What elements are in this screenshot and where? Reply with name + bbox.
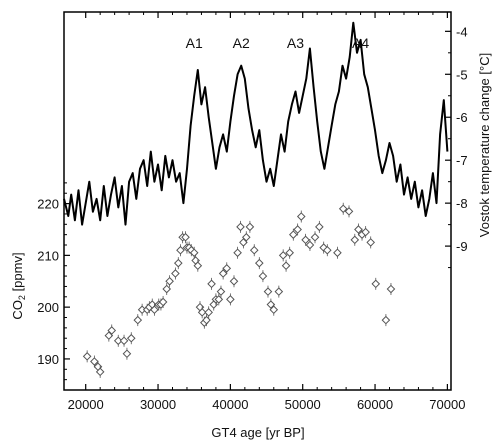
co2-point: [344, 207, 354, 216]
temperature-line: [63, 21, 449, 226]
co2-point: [239, 238, 248, 247]
co2-point: [258, 271, 268, 281]
x-tick-label: 60000: [357, 397, 393, 412]
co2-point: [158, 297, 168, 307]
y-left-tick-label: 200: [37, 300, 59, 315]
y-right-tick-label: -7: [456, 153, 468, 168]
co2-point: [274, 287, 284, 296]
co2-point: [281, 261, 291, 271]
plot-frame: [63, 11, 452, 391]
co2-point: [95, 367, 105, 377]
y-left-title-main: CO: [10, 300, 25, 320]
co2-point: [119, 336, 129, 346]
co2-point: [319, 243, 328, 252]
x-tick-label: 70000: [429, 397, 465, 412]
co2-point: [107, 326, 117, 335]
co2-point: [236, 222, 245, 232]
co2-point: [222, 264, 232, 273]
co2-point: [263, 287, 273, 296]
co2-point: [90, 357, 99, 366]
co2-point: [310, 232, 320, 242]
co2-point: [122, 349, 132, 359]
x-tick-label: 20000: [68, 397, 104, 412]
co2-point: [285, 248, 294, 258]
x-tick-label: 40000: [212, 397, 248, 412]
y-left-title-subscript: 2: [17, 295, 27, 300]
co2-point: [354, 225, 363, 234]
co2-point: [162, 284, 172, 294]
co2-point: [386, 284, 396, 294]
co2-point: [269, 305, 279, 315]
co2-point: [218, 269, 228, 278]
y-right-tick-label: -6: [456, 110, 468, 125]
co2-point: [214, 295, 224, 304]
co2-point: [338, 204, 348, 214]
co2-point: [207, 279, 216, 289]
co2-point: [322, 245, 332, 255]
co2-point: [197, 308, 207, 317]
co2-point: [150, 305, 159, 315]
plot-series: [63, 21, 449, 378]
co2-point: [204, 308, 213, 317]
co2-point: [226, 295, 235, 304]
co2-point: [229, 276, 239, 286]
co2-point: [381, 315, 391, 325]
co2-point: [176, 245, 185, 255]
co2-point: [193, 261, 203, 271]
x-tick-label: 30000: [140, 397, 176, 412]
co2-point: [113, 336, 123, 346]
co2-point: [173, 258, 183, 268]
co2-point: [371, 279, 381, 289]
co2-point: [216, 287, 226, 296]
co2-point: [315, 222, 324, 232]
co2-point: [361, 227, 370, 237]
y-right-tick-label: -9: [456, 239, 468, 254]
x-axis-title: GT4 age [yr BP]: [211, 425, 304, 440]
event-label: A1: [186, 35, 203, 51]
y-right-tick-label: -4: [456, 24, 468, 39]
co2-point: [245, 222, 255, 232]
event-label: A4: [352, 35, 369, 51]
y-left-axis-title: CO2 [ppmv]: [10, 252, 27, 319]
co2-point: [165, 276, 174, 286]
annotations-layer: A1 A2 A3 A4: [186, 35, 370, 51]
co2-point: [301, 235, 310, 245]
event-label: A3: [287, 35, 304, 51]
event-label: A2: [233, 35, 250, 51]
co2-point: [278, 251, 288, 260]
y-left-tick-label: 190: [37, 352, 59, 367]
co2-point: [350, 235, 360, 245]
co2-point: [305, 240, 315, 250]
co2-point: [104, 331, 114, 340]
co2-point: [266, 300, 276, 309]
co2-point: [296, 212, 306, 221]
co2-point: [241, 232, 251, 242]
co2-point: [233, 248, 242, 258]
co2-point: [126, 333, 136, 343]
y-left-tick-label: 220: [37, 197, 59, 212]
y-left-tick-label: 210: [37, 248, 59, 263]
ticks-layer: 20000 30000 40000 50000 60000 70000 190 200 210 2…: [37, 12, 468, 412]
y-right-axis-title: Vostok temperature change [°C]: [477, 53, 492, 237]
co2-point: [133, 315, 143, 325]
co2-point: [333, 248, 342, 258]
y-right-tick-label: -5: [456, 67, 468, 82]
co2-point: [255, 258, 264, 268]
co2-point: [366, 238, 376, 247]
y-right-tick-label: -8: [456, 196, 468, 211]
co2-point: [249, 245, 259, 255]
co2-point: [171, 269, 180, 278]
co2-point: [288, 230, 298, 239]
co2-point: [181, 232, 190, 242]
y-left-title-unit: [ppmv]: [10, 252, 25, 295]
co2-point: [293, 225, 302, 234]
co2-point: [82, 352, 92, 361]
x-tick-label: 50000: [285, 397, 321, 412]
